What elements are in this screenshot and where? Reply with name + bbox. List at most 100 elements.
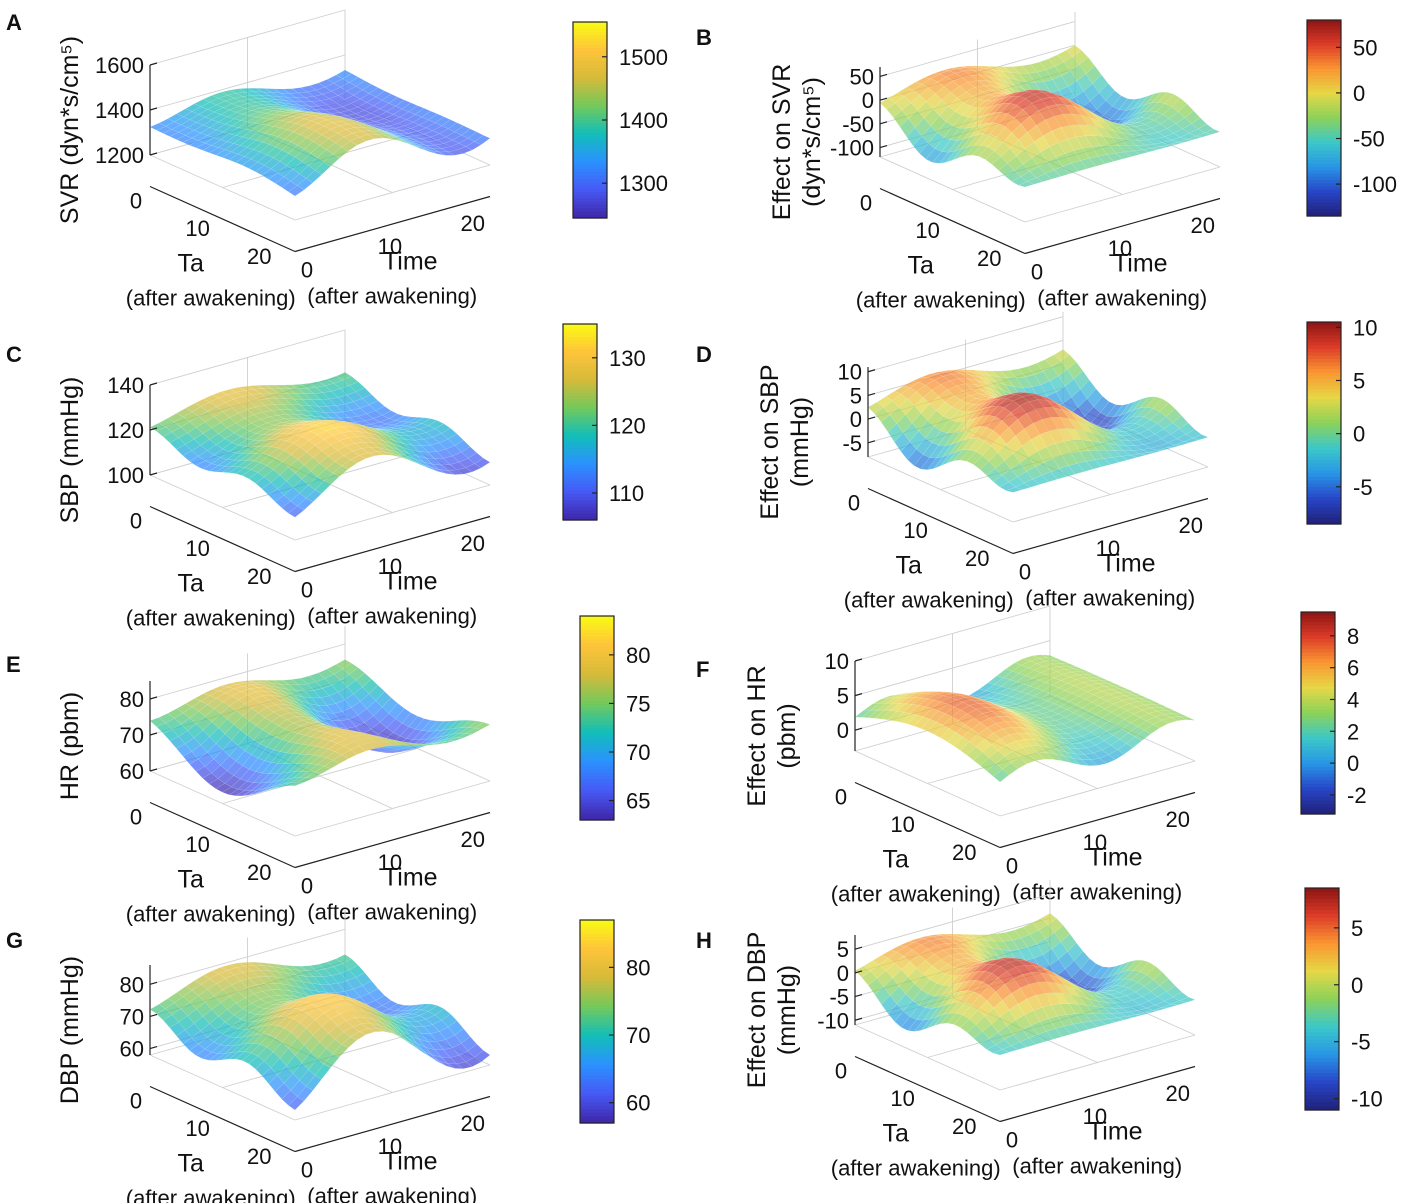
surface-patch — [1044, 169, 1061, 180]
colorbar-segment — [1305, 947, 1339, 952]
colorbar-segment — [1307, 396, 1341, 401]
colorbar-segment — [563, 464, 597, 469]
colorbar-segment — [1307, 202, 1341, 207]
colorbar-segment — [573, 38, 607, 43]
colorbar-segment — [563, 333, 597, 338]
colorbar-tick-label: -10 — [1351, 1087, 1383, 1112]
colorbar-segment — [573, 178, 607, 183]
colorbar-segment — [1307, 439, 1341, 444]
panel-letter: D — [696, 342, 712, 367]
colorbar-segment — [573, 120, 607, 124]
colorbar-segment — [1307, 456, 1341, 461]
colorbar-segment — [1305, 1091, 1339, 1096]
colorbar-segment — [1307, 507, 1341, 512]
colorbar-segment — [1307, 453, 1341, 458]
colorbar-segment — [573, 172, 607, 177]
colorbar-segment — [563, 490, 597, 495]
colorbar-segment — [1307, 365, 1341, 370]
colorbar-segment — [1307, 423, 1341, 427]
colorbar-segment — [1307, 59, 1341, 64]
colorbar-segment — [1305, 999, 1339, 1004]
x-axis-label: Ta — [178, 865, 205, 893]
colorbar-segment — [1305, 902, 1339, 908]
panel-letter: B — [696, 25, 712, 50]
colorbar-segment — [573, 80, 607, 85]
colorbar-segment — [1305, 1076, 1339, 1081]
colorbar-segment — [1305, 906, 1339, 911]
colorbar-segment — [1305, 1017, 1339, 1022]
colorbar-segment — [573, 198, 607, 203]
colorbar-segment — [1307, 392, 1341, 397]
colorbar-tick-label: 70 — [626, 740, 650, 765]
colorbar-segment — [1307, 72, 1341, 77]
colorbar-segment — [563, 497, 597, 501]
z-tick-label: 120 — [107, 418, 144, 443]
z-tick-label: 10 — [825, 649, 849, 674]
surface-patch — [1142, 148, 1159, 153]
colorbar-segment — [563, 373, 597, 377]
panel-C-surface — [149, 372, 491, 518]
colorbar-segment — [1307, 199, 1341, 204]
z-tick-mark — [854, 946, 863, 950]
y-tick-label: 10 — [1096, 536, 1120, 561]
colorbar-segment — [1307, 91, 1341, 96]
x-tick-label: 20 — [952, 840, 976, 865]
colorbar-segment — [573, 31, 607, 36]
colorbar-tick-label: 1500 — [619, 45, 668, 70]
colorbar-segment — [563, 405, 597, 410]
colorbar-segment — [1307, 26, 1341, 31]
colorbar-segment — [1307, 412, 1341, 417]
y-tick-label: 0 — [301, 258, 313, 283]
colorbar-segment — [563, 493, 597, 498]
z-tick-label: 100 — [107, 463, 144, 488]
colorbar-segment — [573, 22, 607, 26]
colorbar-segment — [1307, 503, 1341, 508]
colorbar-segment — [573, 133, 607, 137]
x-axis — [149, 1085, 296, 1153]
colorbar-segment — [573, 165, 607, 170]
colorbar-frame — [562, 323, 598, 521]
colorbar-segment — [573, 211, 607, 216]
panel-D-surface — [867, 349, 1209, 493]
colorbar-segment — [1305, 917, 1339, 922]
colorbar-segment — [1307, 490, 1341, 495]
colorbar-segment — [563, 402, 597, 407]
colorbar-segment — [563, 454, 597, 459]
panel-E-surface — [149, 659, 491, 797]
x-axis-sublabel: (after awakening) — [126, 901, 296, 926]
colorbar-segment — [563, 392, 597, 397]
y-tick-label: 0 — [301, 1158, 313, 1183]
z-tick-mark — [149, 472, 158, 476]
z-tick-label: 1400 — [95, 98, 144, 123]
x-tick-label: 10 — [890, 1086, 914, 1111]
colorbar-segment — [1307, 446, 1341, 451]
surface-patch — [1157, 447, 1173, 451]
colorbar-segment — [1307, 328, 1341, 333]
x-axis-label: Ta — [178, 1149, 205, 1177]
colorbar-segment — [1307, 98, 1341, 103]
colorbar-segment — [563, 353, 597, 358]
surface-patch — [1115, 151, 1132, 160]
colorbar-segment — [1307, 127, 1341, 132]
surface-patch — [341, 459, 358, 470]
colorbar-tick-label: 75 — [626, 691, 650, 716]
colorbar-segment — [563, 327, 597, 332]
colorbar-tick-label: 65 — [626, 789, 650, 814]
surface-patch — [430, 150, 446, 156]
colorbar-segment — [1307, 389, 1341, 394]
y-axis — [1024, 197, 1221, 255]
z-tick-mark — [867, 392, 876, 396]
z-tick-label: 70 — [120, 1004, 144, 1029]
surface-patch — [367, 451, 385, 456]
colorbar-segment — [573, 74, 607, 79]
x-tick-label: 0 — [835, 785, 847, 810]
colorbar-segment — [1305, 925, 1339, 930]
colorbar-segment — [1307, 480, 1341, 485]
y-tick-label: 0 — [1006, 1128, 1018, 1153]
